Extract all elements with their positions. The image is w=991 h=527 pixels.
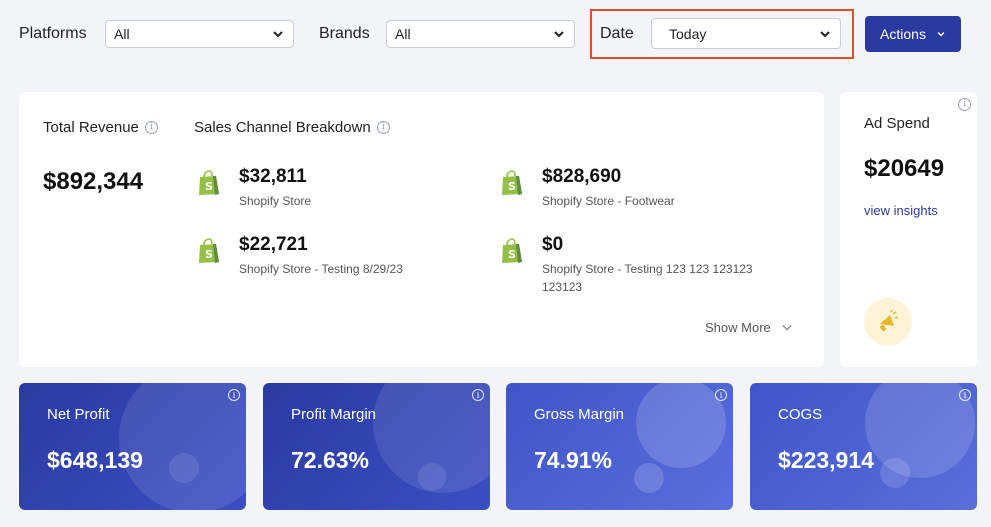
ad-spend-title: Ad Spend [864,115,930,132]
channel-amount: $828,690 [542,166,622,187]
info-icon[interactable]: i [472,389,484,401]
svg-text:S: S [205,248,213,261]
chevron-down-icon [554,31,564,38]
metric-title: Profit Margin [291,406,377,423]
platforms-label: Platforms [19,25,87,42]
cogs-card: i COGS $223,914 [750,383,977,510]
total-revenue-title: Total Revenue i [43,119,158,136]
channel-name: Shopify Store - Testing 8/29/23 [239,262,403,276]
chevron-down-icon [937,32,945,37]
date-select-value: Today [669,25,707,42]
brands-select-value: All [395,26,411,42]
channel-amount: $0 [542,234,564,255]
channel-item: S $0 Shopify Store - Testing 123 123 123… [500,234,782,296]
total-revenue-label: Total Revenue [43,119,139,136]
shopify-bag-icon: S [502,170,522,195]
svg-text:S: S [508,180,516,193]
gross-margin-card: i Gross Margin 74.91% [506,383,733,510]
megaphone-icon [879,310,899,332]
metric-title: Net Profit [47,406,110,423]
channel-name: Shopify Store - Testing 123 123 123123 1… [542,262,753,294]
channel-item: S $828,690 Shopify Store - Footwear [500,166,675,210]
info-icon[interactable]: i [144,121,158,134]
megaphone-badge [864,298,912,346]
metric-value: $223,914 [778,447,874,473]
metric-title: COGS [778,406,823,423]
svg-text:S: S [205,180,213,193]
show-more-label: Show More [705,320,771,335]
ad-spend-card: i Ad Spend $20649 view insights [840,92,977,367]
channel-item: S $32,811 Shopify Store [197,166,311,210]
info-icon[interactable]: i [376,121,390,134]
info-icon[interactable]: i [959,389,971,401]
channel-item: S $22,721 Shopify Store - Testing 8/29/2… [197,234,403,278]
metric-value: 74.91% [534,447,613,473]
info-icon[interactable]: i [228,389,240,401]
platforms-select-value: All [114,26,130,42]
total-revenue-value: $892,344 [43,168,144,195]
date-label: Date [600,25,634,42]
actions-button-label: Actions [880,26,926,42]
brands-label: Brands [319,25,370,42]
info-icon[interactable]: i [958,98,971,111]
date-filter-highlight [590,9,854,59]
channel-amount: $32,811 [239,166,307,187]
metric-value: 72.63% [291,447,370,473]
shopify-bag-icon: S [502,238,522,263]
view-insights-link[interactable]: view insights [864,203,938,218]
metric-value: $648,139 [47,447,143,473]
channel-amount: $22,721 [239,234,308,255]
platforms-select[interactable]: All [105,20,294,48]
net-profit-card: i Net Profit $648,139 [19,383,246,510]
sales-channel-breakdown-title: Sales Channel Breakdown i [194,119,390,136]
sales-channel-breakdown-label: Sales Channel Breakdown [194,119,371,136]
date-select[interactable]: Today [651,18,841,49]
svg-text:S: S [508,248,516,261]
channel-name: Shopify Store - Footwear [542,194,675,208]
info-icon[interactable]: i [715,389,727,401]
shopify-bag-icon: S [199,238,219,263]
chevron-down-icon [273,31,283,38]
brands-select[interactable]: All [386,20,575,48]
channel-name: Shopify Store [239,194,312,208]
profit-margin-card: i Profit Margin 72.63% [263,383,490,510]
actions-button[interactable]: Actions [865,16,961,52]
revenue-card: Total Revenue i $892,344 Sales Channel B… [19,92,824,367]
chevron-down-icon [820,30,830,37]
ad-spend-value: $20649 [864,155,945,182]
shopify-bag-icon: S [199,170,219,195]
metric-title: Gross Margin [534,406,625,423]
chevron-down-icon [782,324,792,331]
show-more-button[interactable]: Show More [705,320,793,335]
